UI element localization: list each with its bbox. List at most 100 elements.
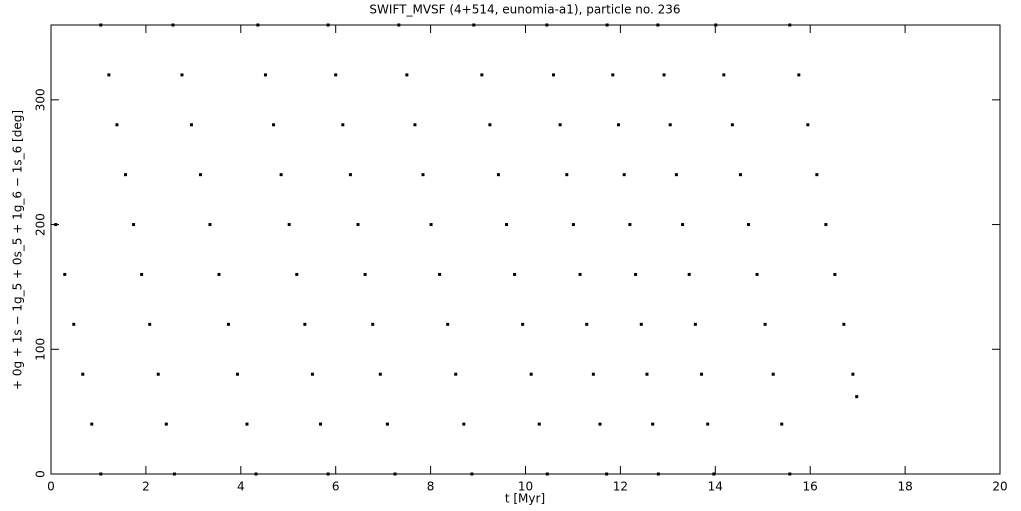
- point: [54, 223, 58, 227]
- chart-title: SWIFT_MVSF (4+514, eunomia-a1), particle…: [369, 3, 680, 17]
- point: [788, 23, 792, 27]
- x-tick-label: 10: [518, 480, 533, 494]
- x-tick-label: 6: [332, 480, 340, 494]
- point: [462, 422, 466, 426]
- point: [72, 322, 76, 326]
- point: [245, 422, 249, 426]
- point: [605, 472, 609, 476]
- point: [496, 173, 500, 177]
- point: [413, 123, 417, 127]
- point: [712, 472, 716, 476]
- point: [319, 422, 323, 426]
- point: [780, 422, 784, 426]
- point: [591, 372, 595, 376]
- point: [156, 372, 160, 376]
- point: [287, 223, 291, 227]
- point: [656, 23, 660, 27]
- point: [180, 73, 184, 77]
- point: [90, 422, 94, 426]
- point: [385, 422, 389, 426]
- point: [598, 422, 602, 426]
- point: [334, 73, 338, 77]
- point: [189, 123, 193, 127]
- point: [99, 472, 103, 476]
- point: [788, 472, 792, 476]
- x-tick-label: 2: [142, 480, 150, 494]
- point: [429, 223, 433, 227]
- point: [470, 472, 474, 476]
- point: [558, 123, 562, 127]
- point: [738, 173, 742, 177]
- point: [115, 123, 119, 127]
- point: [529, 372, 533, 376]
- point: [634, 272, 638, 276]
- point: [747, 223, 751, 227]
- point: [148, 322, 152, 326]
- point: [446, 322, 450, 326]
- y-tick-label: 300: [34, 88, 48, 111]
- point: [326, 472, 330, 476]
- point: [254, 472, 258, 476]
- point: [693, 322, 697, 326]
- point: [171, 23, 175, 27]
- point: [833, 272, 837, 276]
- point: [99, 23, 103, 27]
- point: [348, 173, 352, 177]
- point: [617, 123, 621, 127]
- point: [263, 73, 267, 77]
- point: [668, 123, 672, 127]
- point: [545, 23, 549, 27]
- point: [628, 223, 632, 227]
- point: [842, 322, 846, 326]
- point: [651, 422, 655, 426]
- point: [656, 472, 660, 476]
- point: [755, 272, 759, 276]
- point: [622, 173, 626, 177]
- point: [107, 73, 111, 77]
- point: [537, 422, 541, 426]
- point: [378, 372, 382, 376]
- point: [198, 173, 202, 177]
- point: [674, 173, 678, 177]
- point: [397, 23, 401, 27]
- y-tick-label: 200: [34, 213, 48, 236]
- point: [310, 372, 314, 376]
- point: [645, 372, 649, 376]
- point: [226, 322, 230, 326]
- point: [513, 272, 517, 276]
- point: [545, 472, 549, 476]
- point: [681, 223, 685, 227]
- point: [797, 73, 801, 77]
- point: [611, 73, 615, 77]
- point: [700, 372, 704, 376]
- point: [363, 272, 367, 276]
- point: [815, 173, 819, 177]
- point: [472, 23, 476, 27]
- x-tick-label: 16: [803, 480, 818, 494]
- point: [356, 223, 360, 227]
- point: [763, 322, 767, 326]
- point: [480, 73, 484, 77]
- point: [235, 372, 239, 376]
- point: [551, 73, 555, 77]
- point: [405, 73, 409, 77]
- point: [341, 123, 345, 127]
- point: [565, 173, 569, 177]
- point: [730, 123, 734, 127]
- point: [326, 23, 330, 27]
- y-tick-label: 0: [34, 470, 48, 478]
- x-tick-label: 12: [613, 480, 628, 494]
- x-tick-label: 20: [992, 480, 1007, 494]
- point: [279, 173, 283, 177]
- y-axis-label: + 0g + 1s − 1g_5 + 0s_5 + 1g_6 − 1s_6 [d…: [11, 110, 25, 390]
- x-tick-label: 4: [237, 480, 245, 494]
- point: [164, 422, 168, 426]
- point: [585, 322, 589, 326]
- point: [488, 123, 492, 127]
- y-tick-label: 100: [34, 338, 48, 361]
- x-tick-label: 8: [427, 480, 435, 494]
- point: [722, 73, 726, 77]
- point: [687, 272, 691, 276]
